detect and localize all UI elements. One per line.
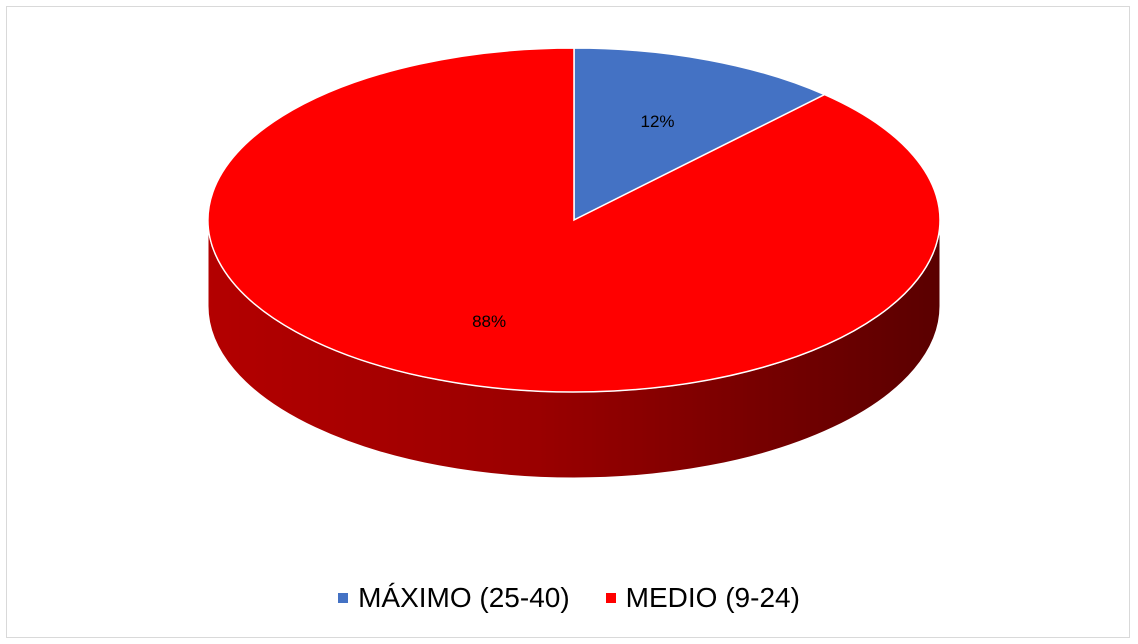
legend: MÁXIMO (25-40) MEDIO (9-24): [7, 584, 1131, 612]
legend-label-maximo: MÁXIMO (25-40): [358, 582, 570, 613]
pie-chart: 12% 88%: [207, 47, 941, 479]
chart-area: 12% 88% MÁXIMO (25-40) MEDIO (9-24): [6, 6, 1130, 638]
pie-slice-maximo: [573, 47, 827, 222]
pie-slice-medio: [207, 47, 941, 393]
legend-swatch-maximo: [338, 593, 349, 603]
legend-entry-maximo: MÁXIMO (25-40): [338, 584, 570, 612]
data-label-medio: 88%: [472, 312, 506, 331]
legend-swatch-medio: [605, 593, 616, 603]
legend-label-medio: MEDIO (9-24): [625, 582, 800, 613]
data-label-maximo: 12%: [641, 112, 675, 131]
legend-entry-medio: MEDIO (9-24): [605, 582, 800, 613]
